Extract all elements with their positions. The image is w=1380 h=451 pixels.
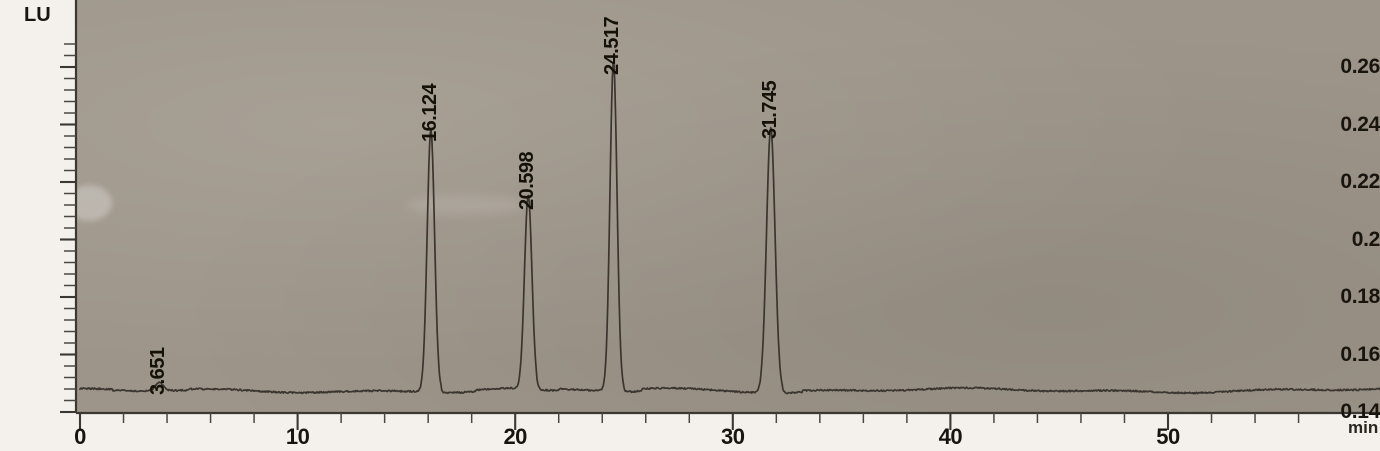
x-tick-label: 10 (285, 424, 310, 449)
peak-label: 20.598 (516, 151, 539, 210)
x-tick-label: 20 (503, 424, 527, 449)
y-axis (60, 0, 78, 414)
peak-label: 16.124 (418, 83, 441, 142)
peak-label: 24.517 (601, 16, 624, 75)
x-axis-unit-label: min (1348, 418, 1379, 437)
y-tick-label: 0.16 (1340, 342, 1380, 366)
y-tick-label: 0.24 (1340, 112, 1380, 136)
x-tick-label: 0 (74, 424, 86, 449)
x-tick-label: 50 (1156, 424, 1180, 449)
x-tick-label: 30 (721, 424, 745, 449)
x-axis-ticks (78, 413, 1300, 430)
chromatogram-trace (79, 62, 1380, 395)
peak-label: 31.745 (758, 80, 781, 139)
y-tick-label: 0.26 (1340, 55, 1380, 78)
x-tick-label: 40 (938, 424, 963, 449)
peak-label: 3.651 (147, 347, 170, 395)
y-tick-label: 0.22 (1340, 170, 1380, 193)
y-tick-label: 0.14 (1340, 400, 1380, 423)
y-axis-ticks (60, 43, 76, 414)
x-axis (76, 411, 1380, 430)
y-tick-label: 0.18 (1340, 285, 1380, 308)
chromatogram-plot-area (76, 0, 1380, 413)
y-axis-unit-label: LU (24, 4, 51, 26)
y-tick-label: 0.2 (1351, 227, 1380, 251)
